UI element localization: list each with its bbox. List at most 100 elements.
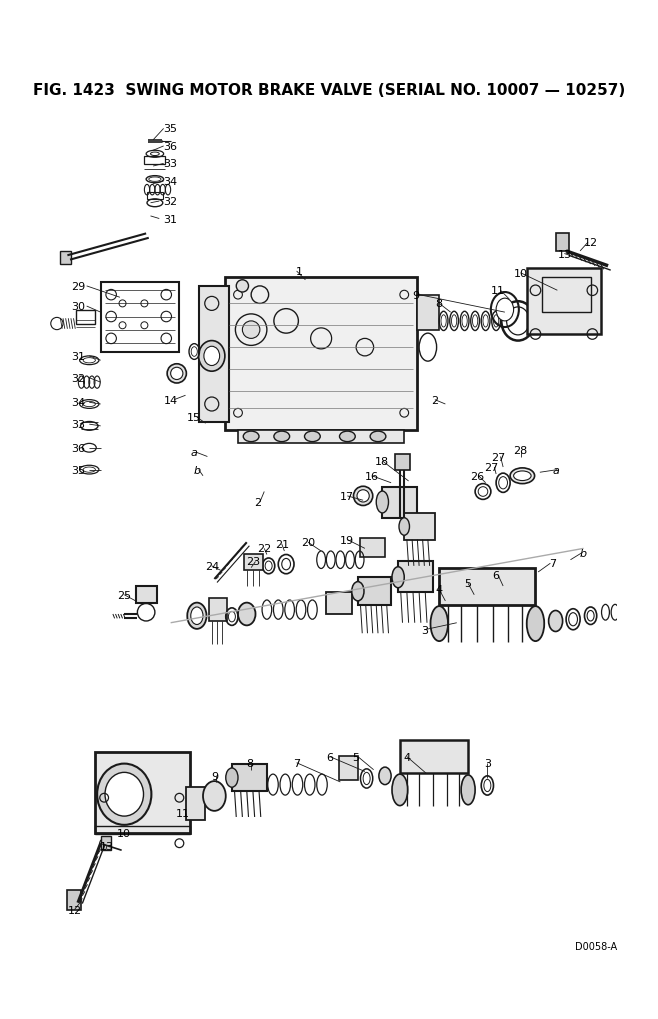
Bar bbox=[400, 740, 468, 773]
Text: a: a bbox=[191, 447, 197, 458]
Text: 11: 11 bbox=[491, 286, 505, 296]
Text: 35: 35 bbox=[164, 124, 178, 135]
Text: 13: 13 bbox=[557, 250, 571, 259]
Text: 3: 3 bbox=[421, 625, 428, 635]
Circle shape bbox=[242, 322, 260, 339]
Text: 24: 24 bbox=[205, 561, 219, 572]
Ellipse shape bbox=[97, 764, 151, 825]
Text: 10: 10 bbox=[117, 827, 131, 838]
Text: 31: 31 bbox=[164, 214, 178, 224]
Bar bbox=[326, 592, 352, 614]
Ellipse shape bbox=[83, 401, 95, 408]
Text: 34: 34 bbox=[71, 397, 85, 408]
Ellipse shape bbox=[363, 772, 370, 785]
Ellipse shape bbox=[170, 368, 183, 380]
Text: 33: 33 bbox=[71, 420, 85, 430]
Ellipse shape bbox=[392, 568, 404, 588]
Ellipse shape bbox=[483, 316, 488, 328]
Text: 31: 31 bbox=[71, 352, 85, 362]
Text: 10: 10 bbox=[514, 269, 528, 278]
Text: 5: 5 bbox=[353, 752, 360, 762]
Bar bbox=[339, 756, 358, 781]
Text: 1: 1 bbox=[295, 267, 303, 277]
Text: 28: 28 bbox=[513, 445, 528, 455]
Ellipse shape bbox=[105, 772, 143, 816]
Bar bbox=[542, 278, 591, 313]
Ellipse shape bbox=[461, 775, 475, 805]
Text: 6: 6 bbox=[493, 570, 499, 580]
Ellipse shape bbox=[191, 347, 197, 357]
Text: 36: 36 bbox=[71, 443, 85, 453]
Ellipse shape bbox=[399, 519, 409, 536]
Bar bbox=[76, 310, 95, 324]
Ellipse shape bbox=[352, 582, 364, 601]
Bar bbox=[232, 764, 267, 791]
Ellipse shape bbox=[587, 611, 594, 622]
Ellipse shape bbox=[392, 774, 408, 806]
Text: 12: 12 bbox=[584, 237, 597, 248]
Bar bbox=[417, 296, 440, 330]
Ellipse shape bbox=[353, 487, 372, 506]
Text: 8: 8 bbox=[436, 300, 443, 309]
Ellipse shape bbox=[228, 611, 236, 623]
Ellipse shape bbox=[514, 472, 531, 481]
Ellipse shape bbox=[151, 153, 159, 156]
Ellipse shape bbox=[376, 491, 388, 514]
Bar bbox=[382, 488, 417, 519]
Bar bbox=[361, 538, 385, 557]
Bar bbox=[404, 514, 435, 540]
Ellipse shape bbox=[236, 280, 249, 292]
Bar bbox=[527, 269, 601, 334]
Text: 4: 4 bbox=[403, 752, 411, 762]
Bar bbox=[225, 278, 417, 431]
Ellipse shape bbox=[199, 341, 225, 372]
Text: 22: 22 bbox=[257, 544, 271, 554]
Text: 11: 11 bbox=[176, 809, 190, 818]
Ellipse shape bbox=[499, 477, 507, 489]
Ellipse shape bbox=[569, 613, 578, 627]
Text: D0058-A: D0058-A bbox=[575, 942, 617, 952]
Ellipse shape bbox=[226, 768, 238, 788]
Text: 20: 20 bbox=[301, 538, 315, 547]
Text: 12: 12 bbox=[67, 905, 82, 915]
Ellipse shape bbox=[430, 606, 448, 642]
Ellipse shape bbox=[494, 316, 499, 328]
Ellipse shape bbox=[274, 432, 290, 442]
Text: 30: 30 bbox=[71, 302, 85, 312]
Ellipse shape bbox=[451, 316, 457, 328]
Ellipse shape bbox=[510, 469, 534, 484]
Bar bbox=[557, 234, 569, 252]
Bar bbox=[101, 282, 180, 353]
Text: 7: 7 bbox=[549, 558, 557, 569]
Text: 9: 9 bbox=[412, 290, 419, 301]
Text: b: b bbox=[580, 548, 587, 558]
Ellipse shape bbox=[441, 316, 446, 328]
Ellipse shape bbox=[238, 603, 255, 626]
Text: 7: 7 bbox=[293, 758, 300, 768]
Text: 27: 27 bbox=[484, 463, 499, 473]
Bar bbox=[199, 286, 229, 422]
Text: 2: 2 bbox=[431, 395, 438, 406]
Text: 25: 25 bbox=[117, 590, 132, 600]
Bar bbox=[95, 752, 190, 833]
Ellipse shape bbox=[472, 316, 478, 328]
Bar bbox=[640, 579, 658, 610]
Text: 34: 34 bbox=[164, 176, 178, 186]
Ellipse shape bbox=[204, 346, 220, 366]
Ellipse shape bbox=[507, 308, 529, 335]
Ellipse shape bbox=[379, 767, 391, 785]
Ellipse shape bbox=[149, 177, 161, 182]
Text: 35: 35 bbox=[71, 465, 85, 475]
Bar bbox=[358, 578, 391, 605]
Bar bbox=[395, 454, 411, 470]
Bar bbox=[440, 569, 536, 605]
Bar bbox=[209, 598, 226, 622]
Bar bbox=[61, 252, 71, 265]
Ellipse shape bbox=[462, 316, 467, 328]
Text: b: b bbox=[193, 465, 201, 475]
Text: 26: 26 bbox=[470, 472, 484, 481]
Ellipse shape bbox=[83, 468, 95, 473]
Text: 27: 27 bbox=[491, 452, 505, 462]
Text: a: a bbox=[552, 465, 559, 475]
Text: 14: 14 bbox=[164, 395, 178, 406]
